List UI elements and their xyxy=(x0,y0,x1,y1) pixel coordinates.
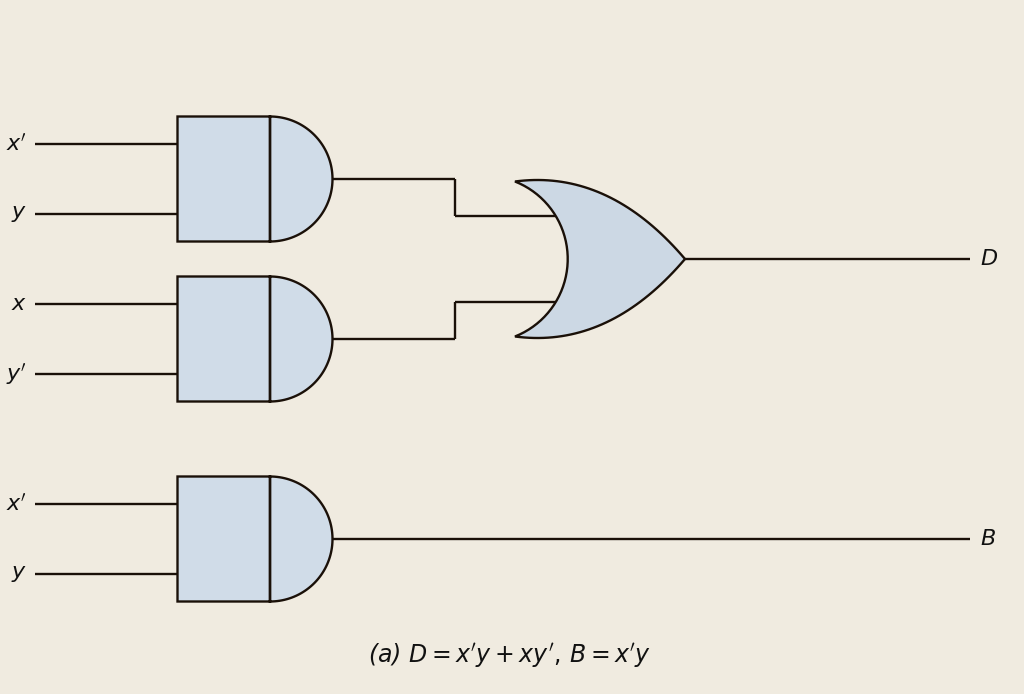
Polygon shape xyxy=(515,180,685,338)
Polygon shape xyxy=(177,276,333,402)
Text: $y$: $y$ xyxy=(11,204,27,224)
Text: $B$: $B$ xyxy=(980,529,996,549)
Text: $y'$: $y'$ xyxy=(6,362,27,387)
Text: $x'$: $x'$ xyxy=(6,133,27,155)
Text: (a) $D = x'y + xy',\, B = x'y$: (a) $D = x'y + xy',\, B = x'y$ xyxy=(369,642,651,670)
Text: $x$: $x$ xyxy=(11,294,27,314)
Text: $x'$: $x'$ xyxy=(6,493,27,515)
Text: $D$: $D$ xyxy=(980,249,998,269)
Polygon shape xyxy=(177,477,333,602)
Text: $y$: $y$ xyxy=(11,564,27,584)
Polygon shape xyxy=(177,117,333,242)
